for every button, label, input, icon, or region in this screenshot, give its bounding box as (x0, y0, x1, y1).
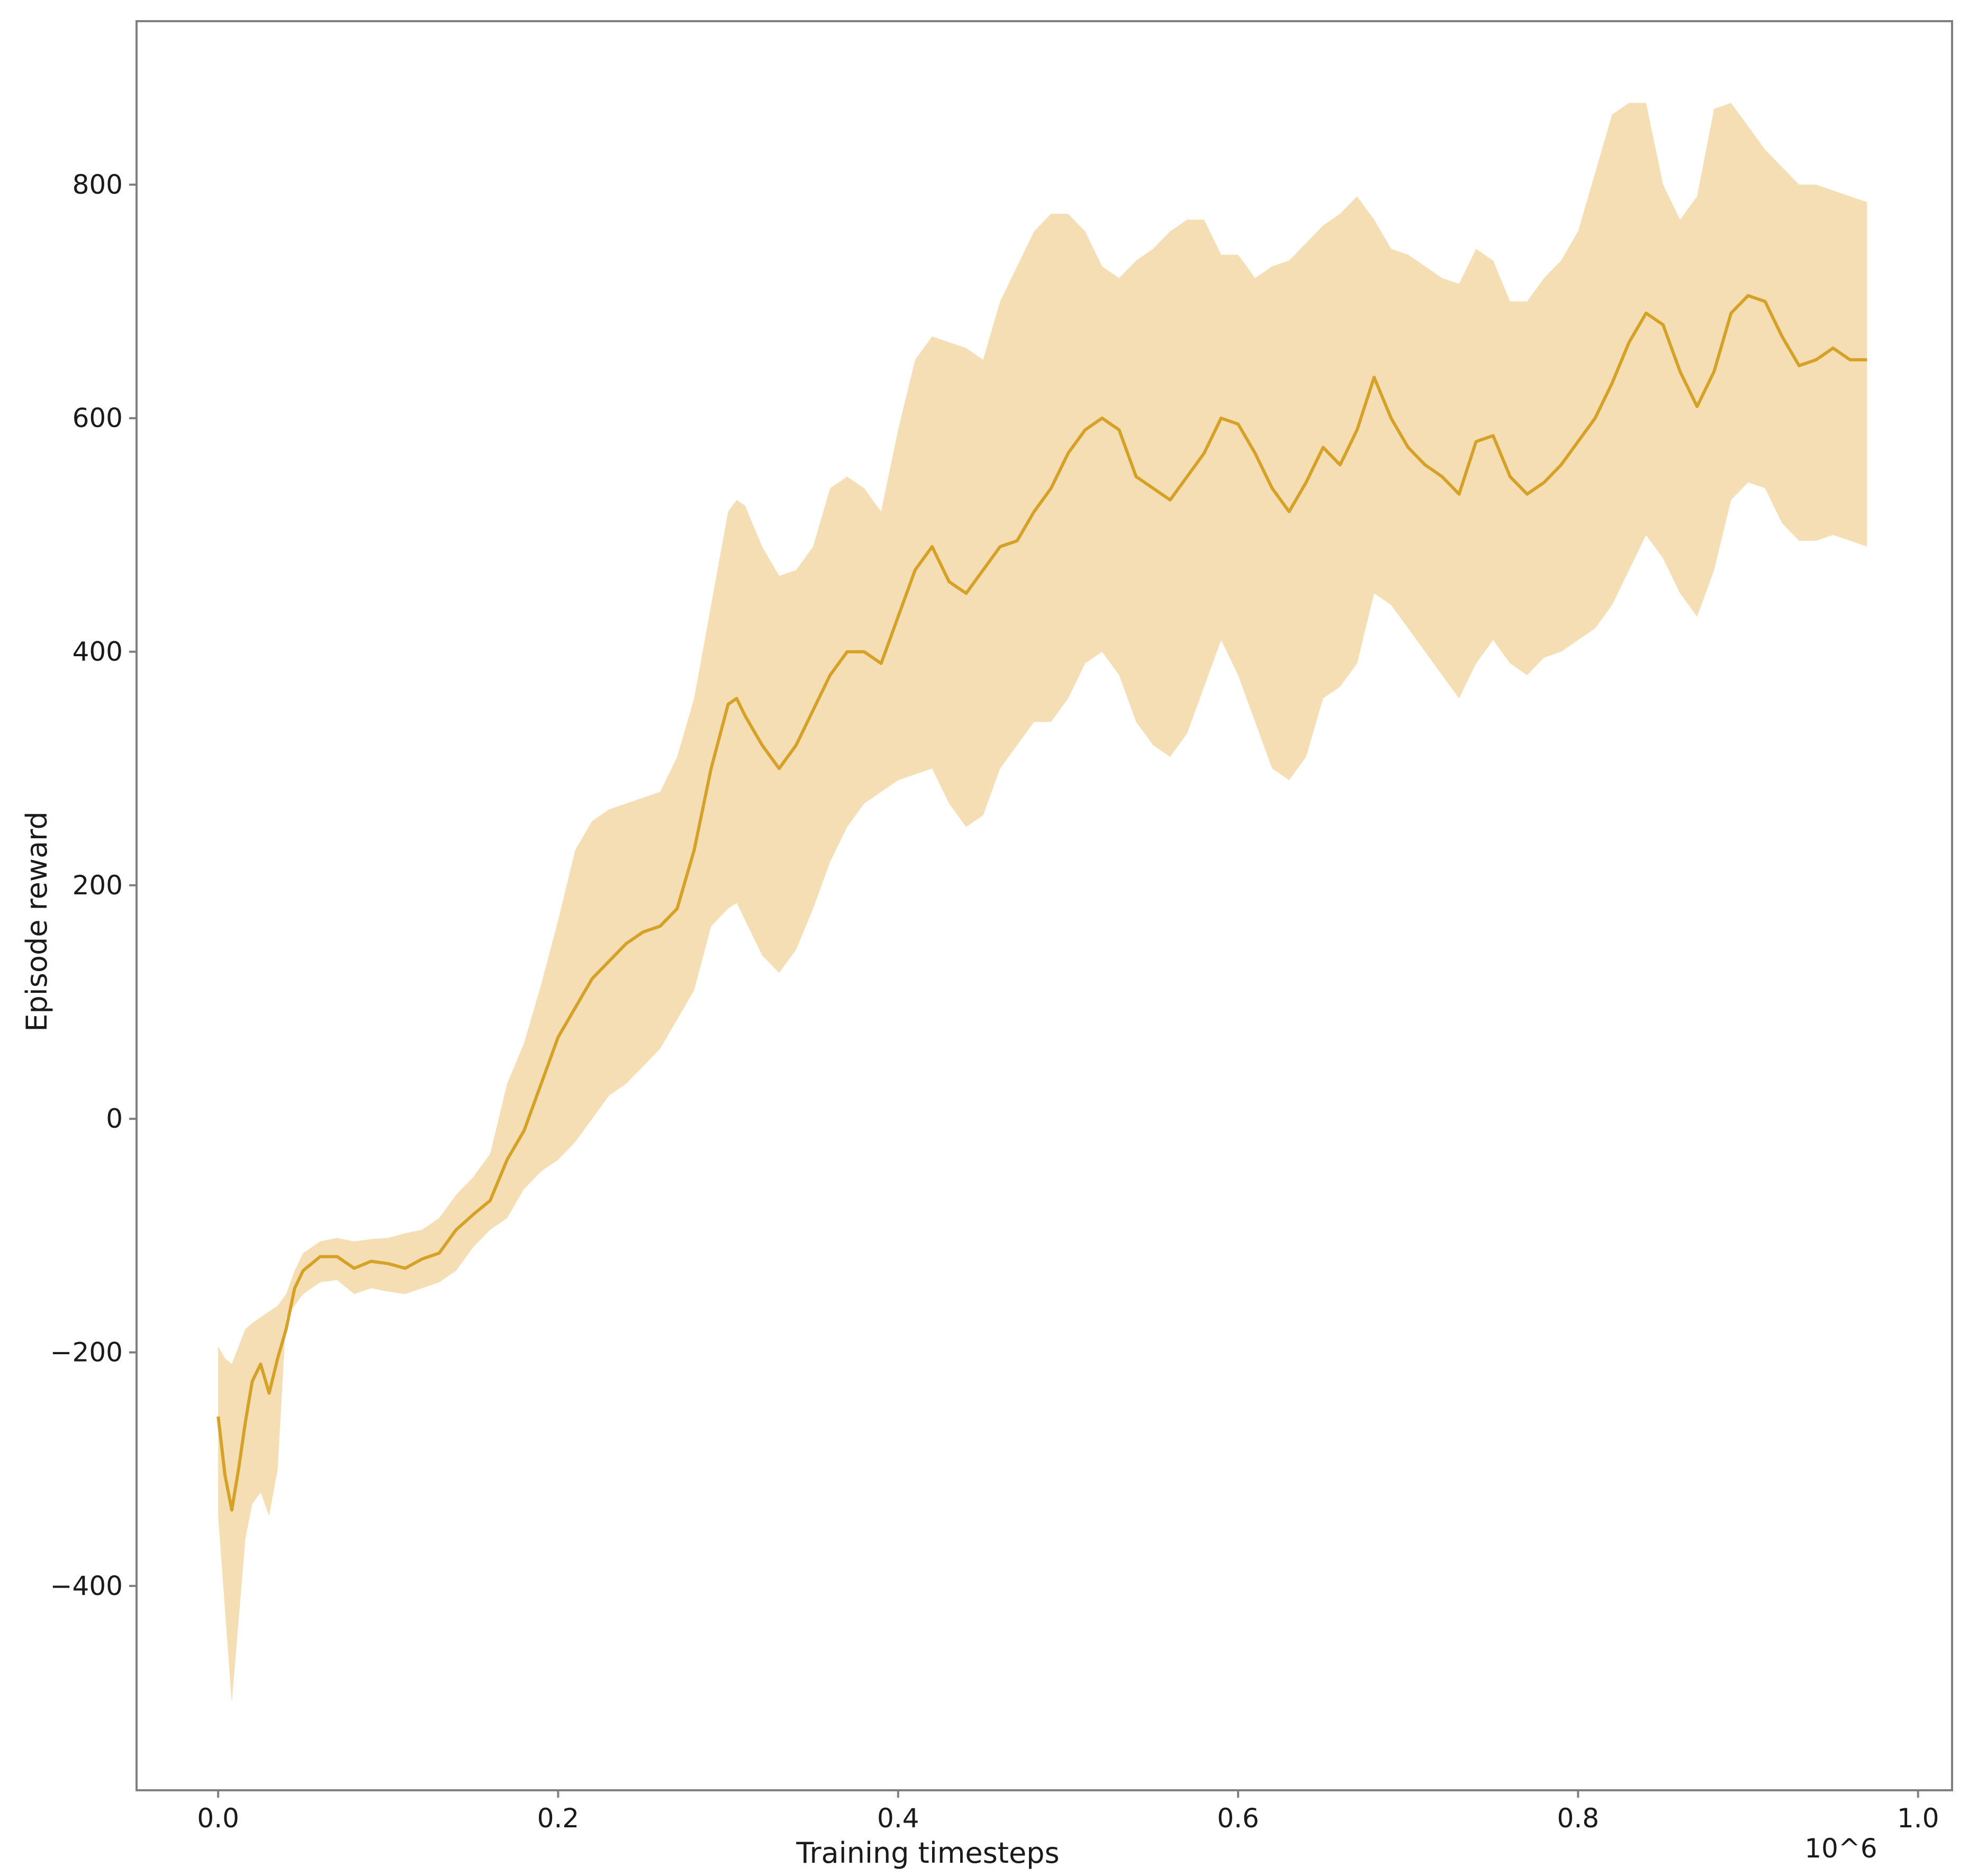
y-axis: −400 −200 0 200 400 600 800 (50, 169, 137, 1601)
x-axis-title: Training timesteps (796, 1836, 1059, 1870)
y-tick-label: −400 (50, 1571, 123, 1601)
plot-content (216, 103, 1867, 1703)
x-tick-label: 0.0 (197, 1803, 239, 1834)
y-tick-label: 600 (73, 403, 123, 433)
x-tick-label: 1.0 (1897, 1803, 1939, 1834)
x-tick-label: 0.4 (877, 1803, 919, 1834)
x-axis-multiplier: 10^6 (1804, 1833, 1877, 1864)
x-tick-label: 0.2 (537, 1803, 580, 1834)
x-tick-label: 0.6 (1217, 1803, 1259, 1834)
reward-std-band (218, 103, 1867, 1703)
x-tick-label: 0.8 (1557, 1803, 1600, 1834)
reward-mean-line (216, 294, 1867, 1512)
y-axis-title: Episode reward (20, 811, 53, 1031)
x-axis: 0.0 0.2 0.4 0.6 0.8 1.0 (197, 1790, 1939, 1834)
y-tick-label: −200 (50, 1337, 123, 1368)
y-tick-label: 800 (73, 169, 123, 200)
plot-frame (136, 20, 1953, 1791)
y-tick-label: 0 (106, 1103, 123, 1134)
y-tick-label: 400 (73, 637, 123, 667)
y-tick-label: 200 (73, 870, 123, 901)
